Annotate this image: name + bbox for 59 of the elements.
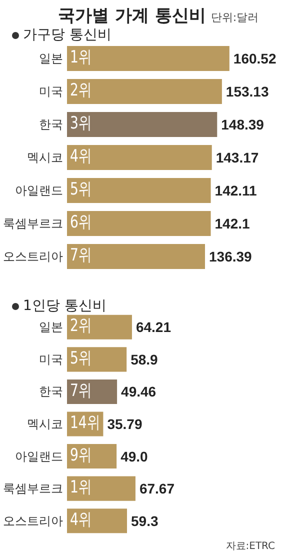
data-label: 49.0 — [120, 448, 148, 464]
annotation: 4위 — [70, 509, 92, 530]
bar — [67, 46, 230, 72]
data-label: 64.21 — [136, 319, 172, 336]
bar — [67, 476, 136, 501]
annotation: 5위 — [70, 178, 92, 200]
bar — [67, 178, 211, 204]
annotation: 7위 — [70, 244, 92, 266]
y-axis-title: 가구당 통신비 — [23, 26, 112, 44]
text: 자료:ETRC — [226, 540, 275, 553]
y-tick-label: 아일랜드 — [15, 449, 63, 464]
y-tick-label: 룩셈부르크 — [3, 216, 63, 230]
data-label: 59.3 — [131, 512, 158, 529]
annotation: 14위 — [70, 412, 100, 433]
bar — [67, 508, 127, 534]
bar — [67, 244, 205, 270]
data-label: 143.17 — [216, 150, 259, 166]
bar — [67, 112, 218, 138]
bar — [67, 347, 127, 372]
annotation: 1위 — [70, 46, 92, 68]
bar — [67, 78, 222, 104]
data-label: 49.46 — [121, 384, 156, 400]
y-tick-label: 룩셈부르크 — [3, 482, 63, 496]
chart-subtitle: 단위:달러 — [210, 11, 259, 24]
annotation: 2위 — [70, 316, 92, 336]
annotation: 2위 — [70, 80, 92, 100]
y-tick-label: 한국 — [39, 384, 63, 399]
y-tick-label: 아일랜드 — [15, 184, 63, 198]
annotation: 7위 — [70, 380, 92, 400]
y-tick-label: 멕시코 — [27, 150, 63, 164]
annotation: 3위 — [70, 112, 92, 134]
data-label: 160.52 — [233, 50, 276, 66]
y-tick-label: 멕시코 — [27, 417, 63, 431]
data-label: 136.39 — [208, 248, 252, 264]
bar — [67, 210, 211, 236]
y-tick-label: 미국 — [39, 84, 63, 98]
y-tick-label: 오스트리아 — [3, 514, 63, 528]
y-axis-title: 1인당 통신비 — [23, 297, 106, 315]
annotation: 5위 — [70, 348, 92, 368]
bar — [67, 144, 212, 170]
bar — [67, 379, 118, 404]
data-label: 148.39 — [221, 116, 264, 132]
y-tick-label: 미국 — [39, 352, 63, 366]
annotation: 4위 — [70, 146, 92, 166]
data-label: 142.11 — [214, 182, 258, 198]
y-tick-label: 한국 — [39, 118, 63, 132]
data-label: 153.13 — [226, 84, 269, 100]
data-label: 67.67 — [139, 480, 175, 497]
annotation: 1위 — [70, 477, 92, 498]
data-label: 142.1 — [214, 216, 250, 232]
bar — [67, 314, 132, 340]
y-tick-label: 일본 — [39, 52, 63, 66]
annotation: 9위 — [70, 444, 92, 465]
y-tick-label: 오스트리아 — [3, 250, 63, 264]
annotation: 6위 — [70, 212, 92, 232]
data-label: 35.79 — [107, 416, 142, 432]
data-label: 58.9 — [130, 351, 158, 368]
chart-title: 국가별 가계 통신비 — [58, 6, 206, 26]
y-tick-label: 일본 — [39, 320, 63, 334]
